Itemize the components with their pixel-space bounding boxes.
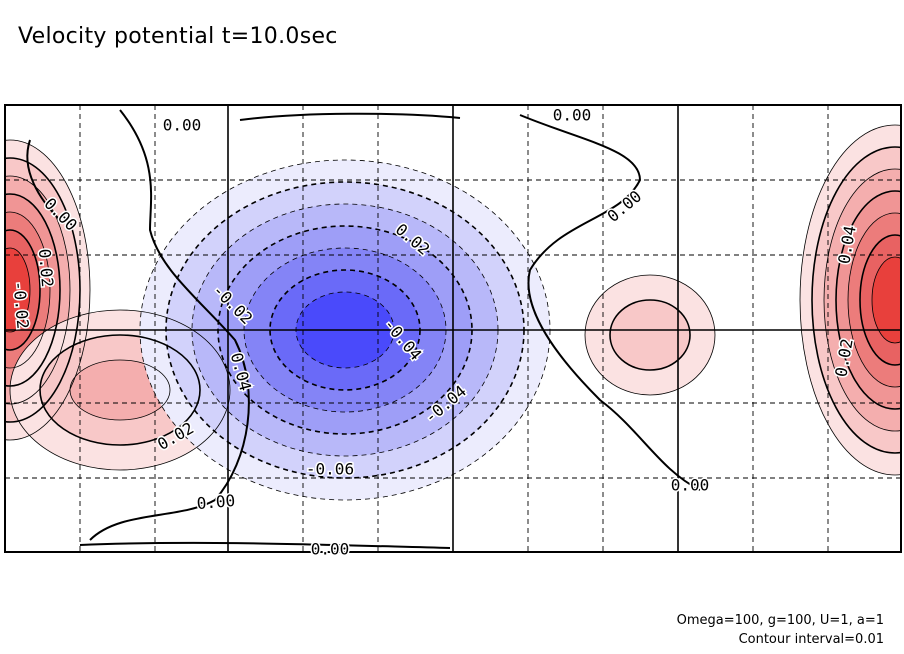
parameters-note: Omega=100, g=100, U=1, a=1 bbox=[676, 613, 884, 628]
lower-left-positive-contour bbox=[69, 359, 171, 421]
right-positive-contour bbox=[859, 234, 901, 366]
plot-frame bbox=[4, 104, 902, 553]
zero-contour bbox=[239, 112, 461, 121]
centre-right-positive-fill-level bbox=[610, 300, 690, 370]
left-positive-contour bbox=[5, 211, 51, 369]
left-positive-contour bbox=[5, 175, 71, 405]
right-positive-contour bbox=[835, 190, 901, 410]
right-positive-contour bbox=[799, 124, 901, 476]
contour-label: 0.00 bbox=[671, 476, 710, 495]
left-positive-contour bbox=[5, 139, 91, 441]
zero-contour bbox=[26, 139, 61, 221]
zero-contour bbox=[79, 541, 451, 549]
left-positive-fill-level bbox=[5, 248, 30, 332]
left-positive-contour bbox=[5, 229, 41, 351]
contour-label: 0.00 bbox=[553, 106, 592, 125]
contour-interval-note: Contour interval=0.01 bbox=[738, 632, 884, 647]
right-positive-fill-level bbox=[872, 257, 901, 343]
contour-label: -0.06 bbox=[306, 460, 354, 479]
right-positive-contour bbox=[871, 256, 901, 344]
zero-contour bbox=[519, 114, 701, 491]
zero-contour bbox=[89, 109, 250, 541]
lower-left-positive-contour bbox=[39, 334, 201, 446]
chart-title: Velocity potential t=10.0sec bbox=[18, 24, 338, 49]
left-positive-contour bbox=[5, 247, 31, 333]
centre-right-positive-contour bbox=[584, 274, 716, 396]
contour-label: -0.02 bbox=[9, 280, 32, 330]
centre-right-positive-contour bbox=[609, 299, 691, 371]
contour-label: 0.00 bbox=[196, 491, 236, 513]
plot-area bbox=[5, 105, 901, 552]
right-positive-contour bbox=[847, 212, 901, 388]
right-positive-contour bbox=[811, 146, 901, 454]
contour-label: 0.00 bbox=[311, 540, 350, 559]
lower-left-positive-fill-level bbox=[70, 360, 170, 420]
lower-left-positive-contour bbox=[9, 309, 231, 471]
gridlines bbox=[5, 105, 901, 552]
contour-label: 0.00 bbox=[163, 116, 202, 135]
contour-label: 0.02 bbox=[35, 248, 57, 288]
right-positive-contour bbox=[823, 168, 901, 432]
